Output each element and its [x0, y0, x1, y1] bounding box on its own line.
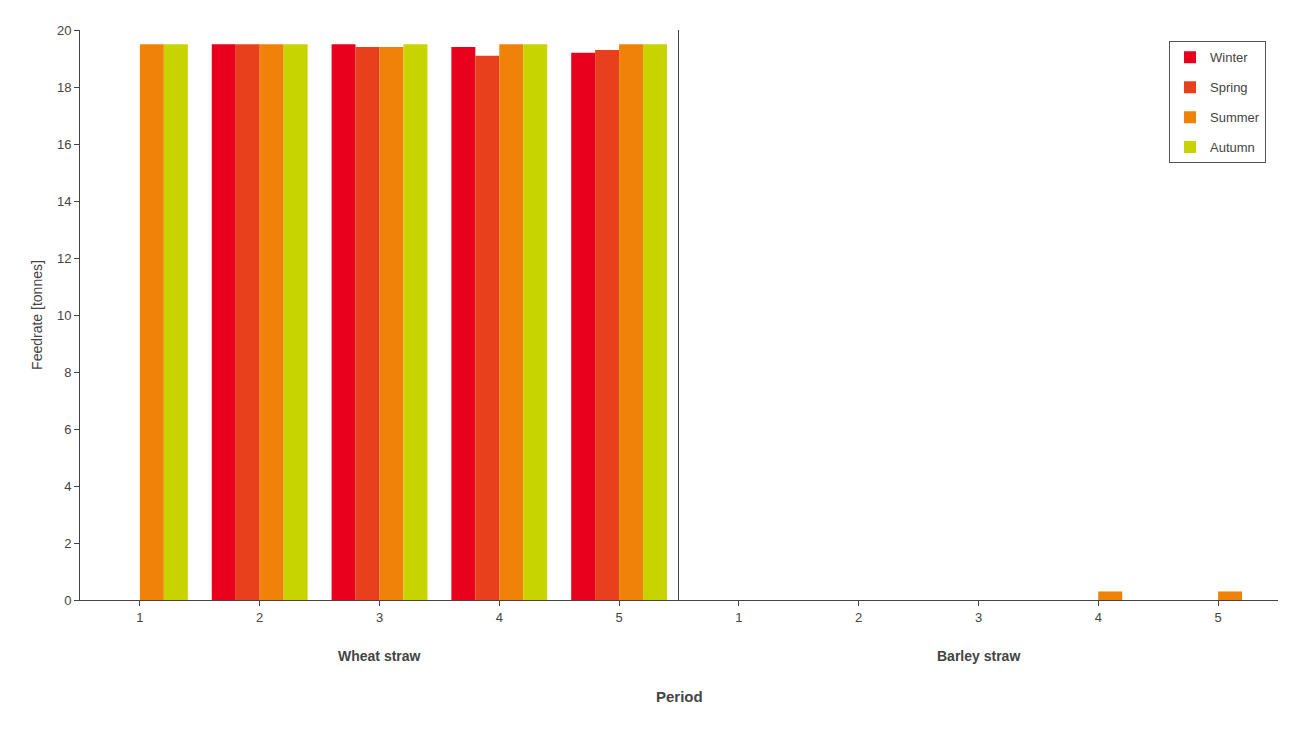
svg-text:Summer: Summer	[1210, 110, 1260, 125]
svg-text:4: 4	[496, 610, 503, 625]
svg-text:0: 0	[64, 593, 71, 608]
svg-text:16: 16	[57, 137, 71, 152]
svg-text:1: 1	[136, 610, 143, 625]
svg-text:Autumn: Autumn	[1210, 140, 1255, 155]
svg-text:14: 14	[57, 194, 71, 209]
svg-text:Barley straw: Barley straw	[937, 648, 1020, 664]
svg-text:2: 2	[855, 610, 862, 625]
svg-text:10: 10	[57, 308, 71, 323]
svg-text:Spring: Spring	[1210, 80, 1248, 95]
svg-text:Feedrate [tonnes]: Feedrate [tonnes]	[29, 260, 45, 370]
svg-text:4: 4	[64, 479, 71, 494]
svg-text:8: 8	[64, 365, 71, 380]
svg-text:3: 3	[975, 610, 982, 625]
svg-text:5: 5	[1214, 610, 1221, 625]
svg-text:2: 2	[256, 610, 263, 625]
svg-text:Winter: Winter	[1210, 50, 1248, 65]
svg-text:2: 2	[64, 536, 71, 551]
svg-text:Wheat straw: Wheat straw	[338, 648, 421, 664]
svg-text:18: 18	[57, 80, 71, 95]
svg-text:5: 5	[615, 610, 622, 625]
svg-text:4: 4	[1095, 610, 1102, 625]
svg-text:1: 1	[735, 610, 742, 625]
svg-text:12: 12	[57, 251, 71, 266]
svg-text:20: 20	[57, 23, 71, 38]
svg-text:3: 3	[376, 610, 383, 625]
svg-text:6: 6	[64, 422, 71, 437]
svg-text:Period: Period	[656, 688, 703, 705]
